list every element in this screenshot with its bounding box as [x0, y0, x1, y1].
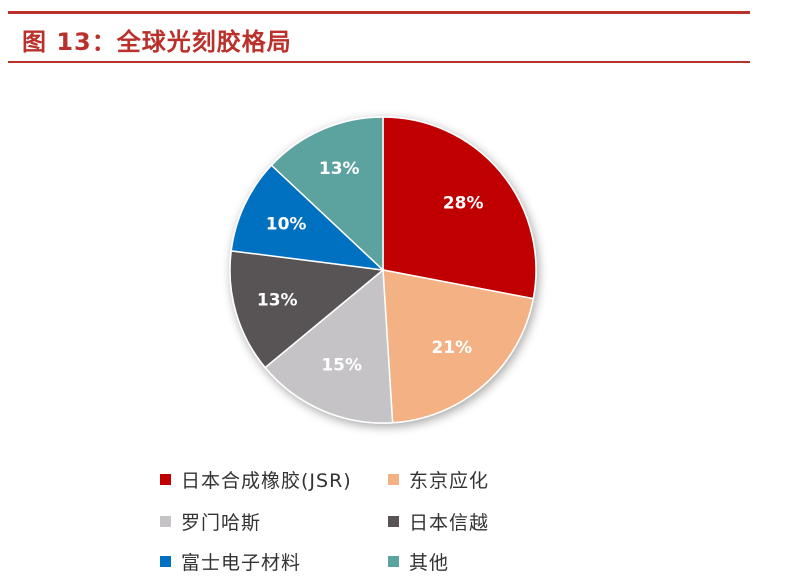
legend-swatch-tok: [388, 473, 399, 485]
legend-item-shinetsu: 日本信越: [388, 508, 489, 534]
legend-label-other: 其他: [409, 551, 450, 574]
legend-label-tok: 东京应化: [409, 469, 490, 492]
legend-swatch-rohm-haas: [160, 515, 171, 527]
title-bottom-rule: [8, 61, 750, 63]
legend-item-rohm-haas: 罗门哈斯: [160, 508, 261, 534]
legend-swatch-other: [388, 555, 399, 567]
legend-item-jsr: 日本合成橡胶(JSR): [160, 466, 352, 492]
pie-label-other: 13%: [319, 159, 360, 179]
pie-label-fujifilm: 10%: [266, 214, 307, 234]
legend-item-other: 其他: [388, 548, 449, 574]
pie-slice-other: [270, 116, 384, 272]
legend-swatch-jsr: [160, 473, 171, 485]
legend-label-shinetsu: 日本信越: [409, 511, 490, 534]
legend-item-tok: 东京应化: [388, 466, 489, 492]
legend-label-rohm-haas: 罗门哈斯: [181, 511, 262, 534]
chart-title: 图 13：全球光刻胶格局: [22, 28, 292, 56]
pie-label-shinetsu: 13%: [257, 291, 298, 311]
title-top-rule: [8, 11, 750, 14]
pie-slice-fujifilm: [230, 164, 386, 272]
legend-label-fujifilm: 富士电子材料: [181, 551, 302, 574]
legend-label-jsr: 日本合成橡胶(JSR): [181, 469, 352, 492]
pie-label-rohm-haas: 15%: [321, 355, 362, 375]
pie-slice-tok: [382, 269, 535, 424]
pie-label-tok: 21%: [431, 338, 472, 358]
legend-item-fujifilm: 富士电子材料: [160, 548, 301, 574]
pie-label-jsr: 28%: [443, 194, 484, 214]
pie-slice-rohm-haas: [264, 268, 394, 424]
legend-swatch-shinetsu: [388, 515, 399, 527]
legend-swatch-fujifilm: [160, 555, 171, 567]
pie-slice-shinetsu: [229, 249, 385, 369]
pie-slice-jsr: [382, 116, 537, 300]
